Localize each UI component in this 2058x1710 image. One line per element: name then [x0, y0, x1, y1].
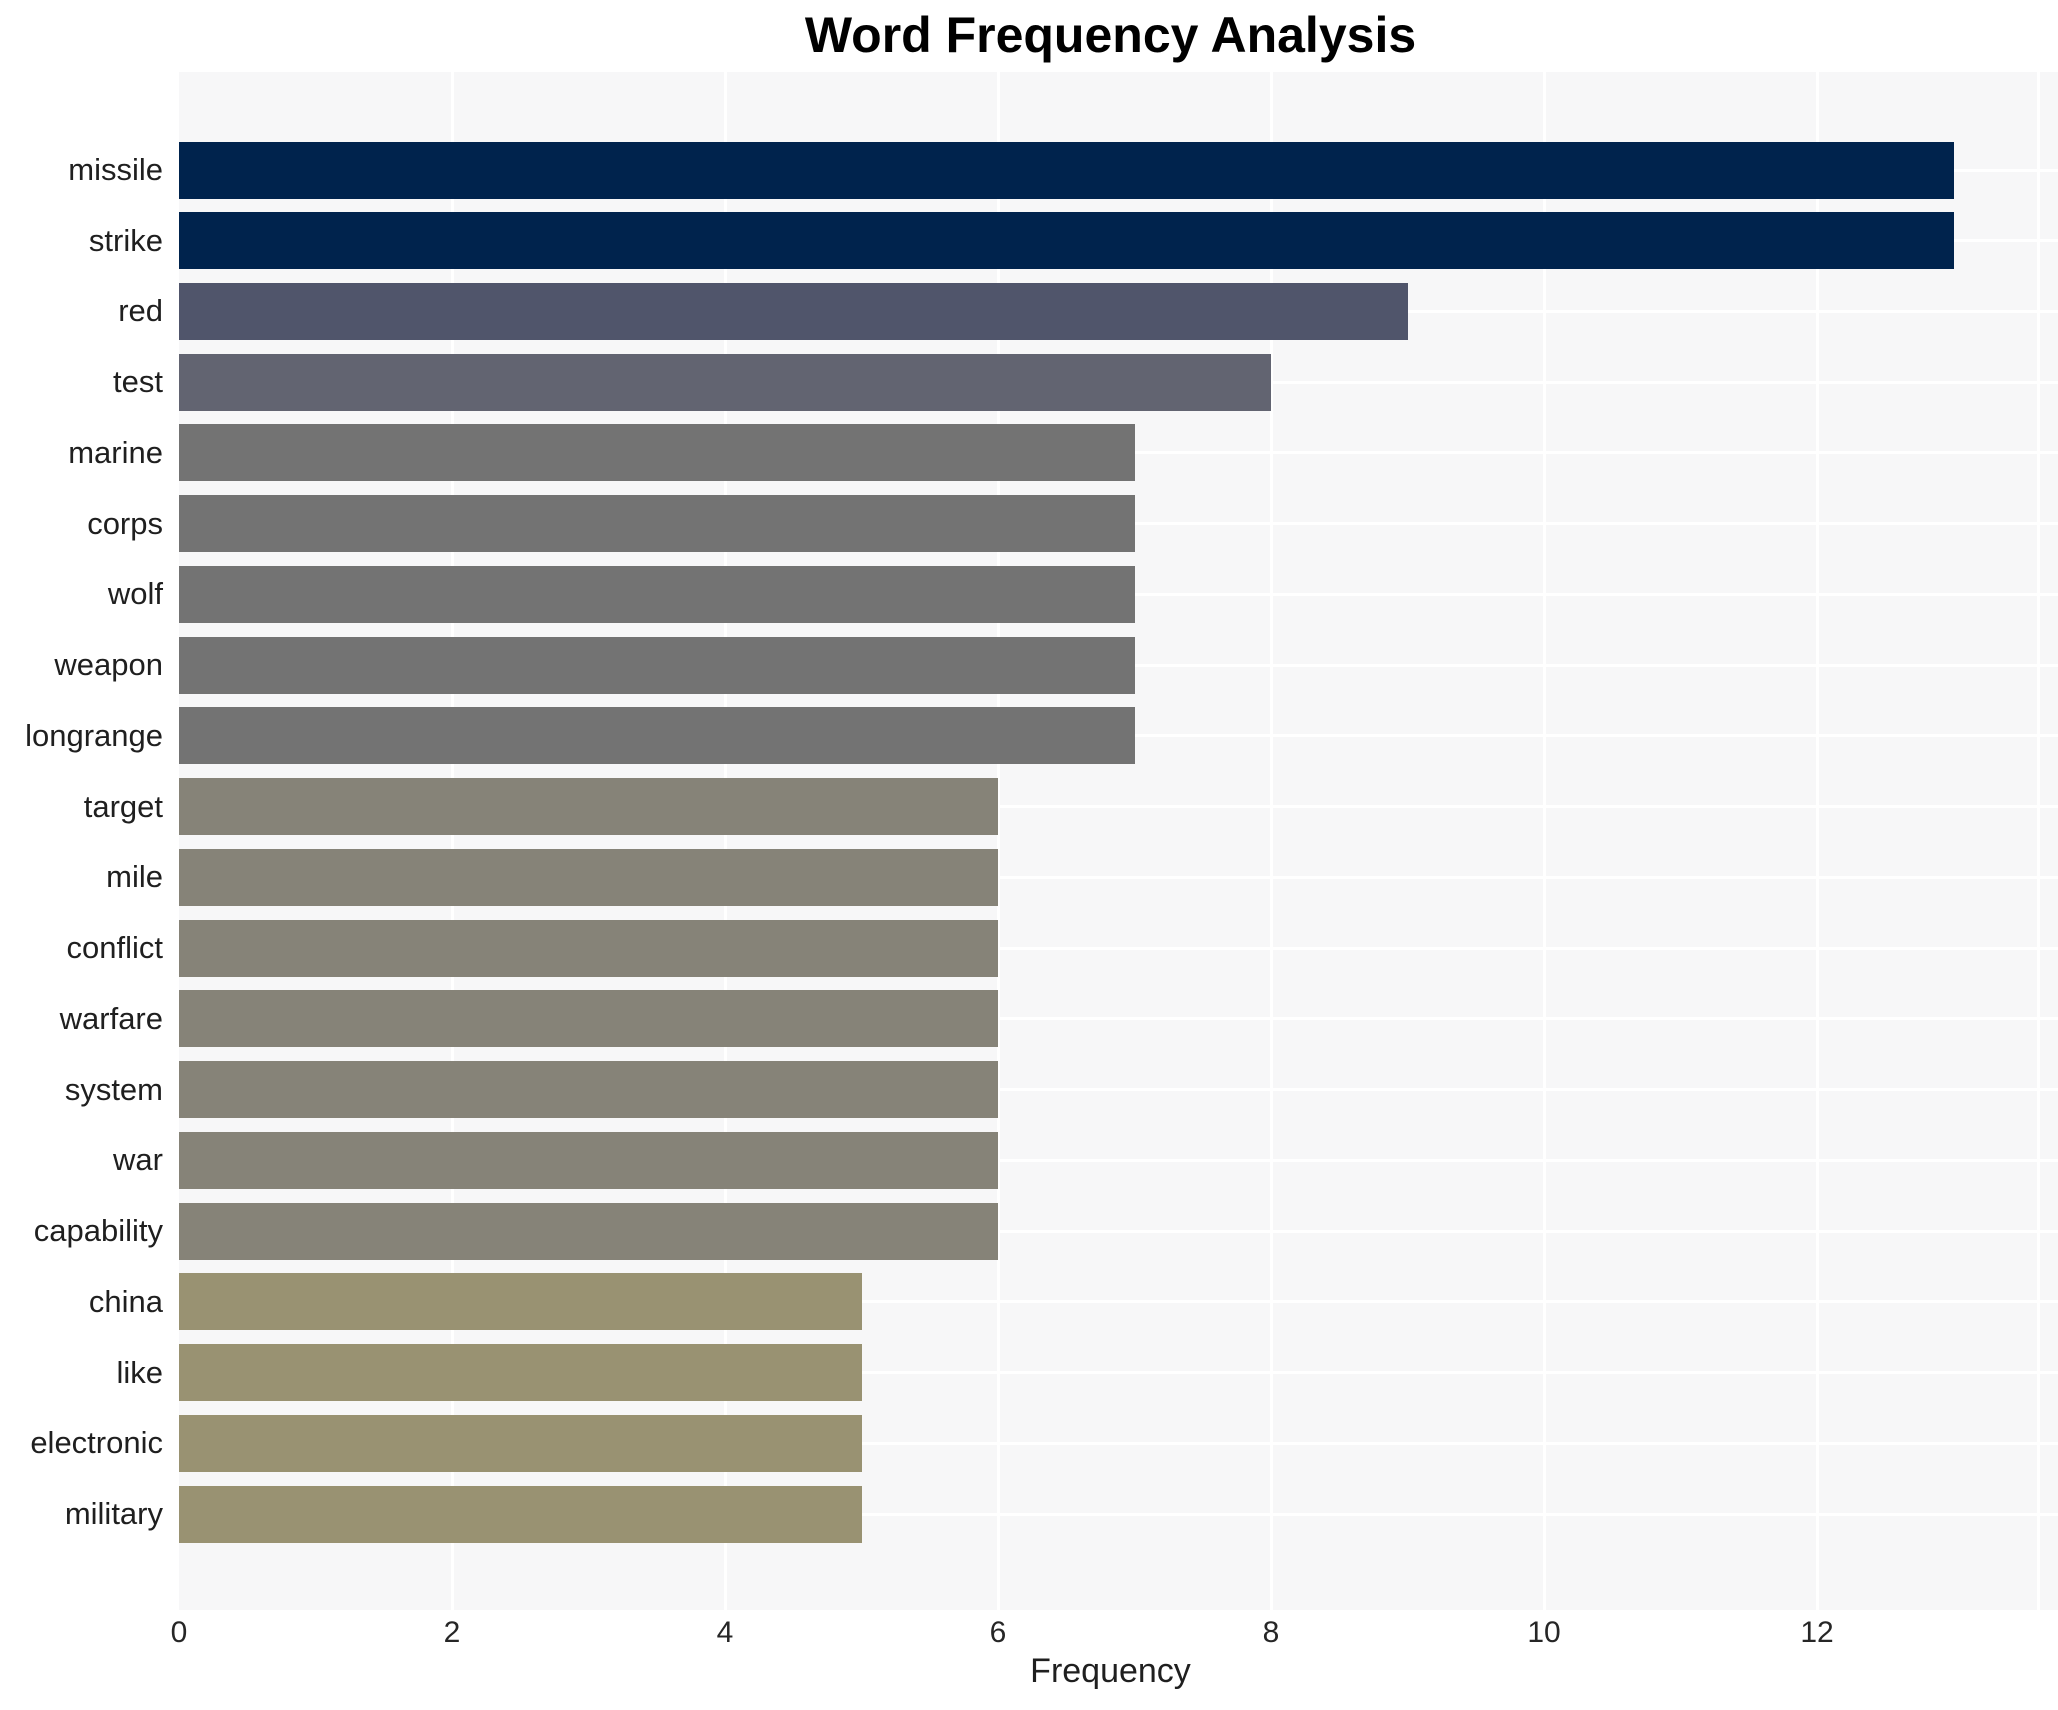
horizontal-gridline [179, 1371, 2058, 1375]
x-tick-label-4: 4 [716, 1616, 734, 1649]
y-tick-label-conflict: conflict [66, 930, 163, 966]
x-tick-label-2: 2 [443, 1616, 461, 1649]
bar-marine [179, 424, 1135, 482]
y-tick-label-wolf: wolf [107, 576, 163, 612]
y-tick-label-mile: mile [106, 859, 163, 895]
bar-weapon [179, 636, 1135, 694]
y-tick-label-electronic: electronic [30, 1425, 163, 1461]
bar-capability [179, 1202, 998, 1260]
y-tick-label-target: target [83, 788, 163, 824]
horizontal-gridline [179, 875, 2058, 879]
bar-mile [179, 848, 998, 906]
bar-missile [179, 141, 1954, 199]
horizontal-gridline [179, 1229, 2058, 1233]
horizontal-gridline [179, 1441, 2058, 1445]
y-tick-label-longrange: longrange [25, 717, 163, 753]
chart-title: Word Frequency Analysis [804, 7, 1417, 63]
y-tick-label-strike: strike [88, 222, 163, 258]
y-tick-label-warfare: warfare [59, 1000, 163, 1036]
bar-china [179, 1273, 862, 1331]
x-tick-label-8: 8 [1262, 1616, 1280, 1649]
y-tick-label-test: test [113, 364, 163, 400]
horizontal-gridline [179, 1017, 2058, 1021]
y-tick-label-like: like [116, 1354, 163, 1390]
x-axis-label: Frequency [1030, 1652, 1191, 1690]
bar-conflict [179, 919, 998, 977]
bar-strike [179, 212, 1954, 270]
horizontal-gridline [179, 946, 2058, 950]
horizontal-gridline [179, 1300, 2058, 1304]
y-tick-label-china: china [88, 1283, 163, 1319]
bar-corps [179, 495, 1135, 553]
bar-system [179, 1061, 998, 1119]
horizontal-gridline [179, 1158, 2058, 1162]
x-tick-label-6: 6 [989, 1616, 1007, 1649]
vertical-gridline-6 [996, 72, 1000, 1610]
bar-test [179, 353, 1271, 411]
y-tick-label-war: war [113, 1142, 163, 1178]
y-tick-label-corps: corps [87, 505, 163, 541]
vertical-gridline-2 [450, 72, 454, 1610]
y-tick-label-weapon: weapon [54, 647, 163, 683]
y-tick-label-system: system [64, 1071, 163, 1107]
y-tick-label-red: red [118, 293, 163, 329]
y-tick-label-marine: marine [68, 434, 163, 470]
x-tick-label-0: 0 [170, 1616, 188, 1649]
plot-area [179, 72, 2058, 1610]
vertical-gridline-10 [1542, 72, 1546, 1610]
bar-wolf [179, 565, 1135, 623]
horizontal-gridline [179, 1088, 2058, 1092]
vertical-gridline-8 [1269, 72, 1273, 1610]
x-tick-label-12: 12 [1800, 1616, 1834, 1649]
y-tick-label-capability: capability [33, 1213, 163, 1249]
horizontal-gridline [179, 1512, 2058, 1516]
bar-red [179, 282, 1408, 340]
bar-electronic [179, 1414, 862, 1472]
bar-war [179, 1131, 998, 1189]
plot-right-edge-line [2037, 72, 2040, 1610]
x-tick-label-10: 10 [1527, 1616, 1561, 1649]
y-tick-label-missile: missile [68, 152, 163, 187]
bar-military [179, 1485, 862, 1543]
bar-warfare [179, 990, 998, 1048]
y-tick-label-military: military [64, 1496, 163, 1532]
bar-target [179, 778, 998, 836]
bar-longrange [179, 707, 1135, 765]
horizontal-gridline [179, 805, 2058, 809]
vertical-gridline-12 [1815, 72, 1819, 1610]
vertical-gridline-4 [723, 72, 727, 1610]
bar-like [179, 1344, 862, 1402]
